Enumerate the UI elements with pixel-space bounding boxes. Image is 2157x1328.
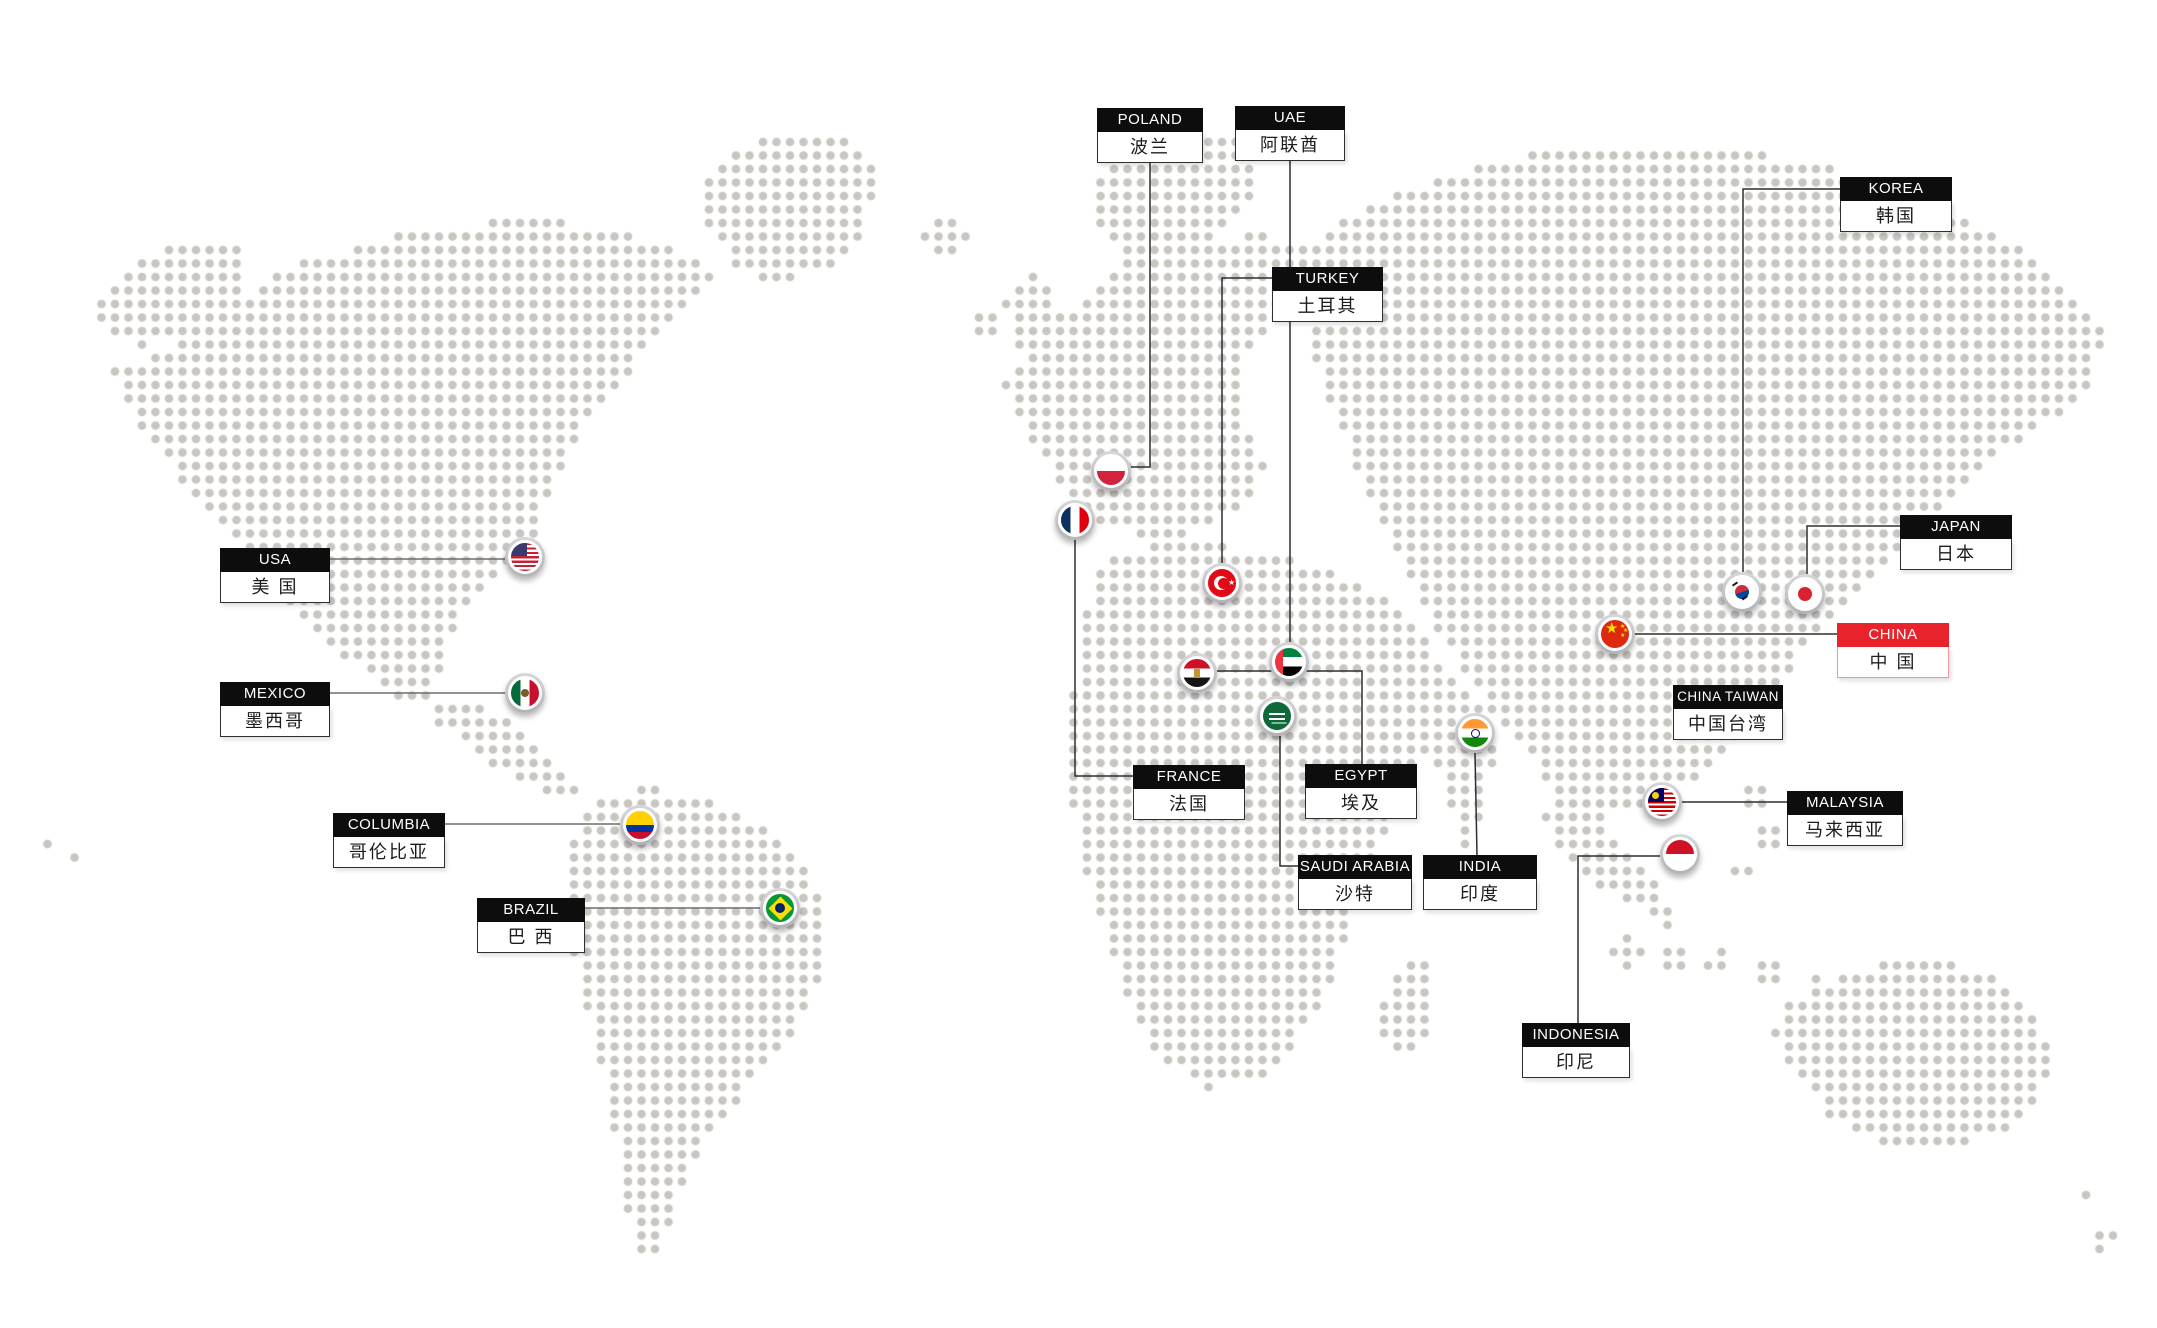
turkey-connector-line <box>1221 277 1272 563</box>
france-flag-icon <box>1058 503 1092 537</box>
columbia-flag-marker <box>620 805 660 845</box>
mexico-label-zh: 墨西哥 <box>220 706 330 737</box>
brazil-label-zh: 巴 西 <box>477 922 585 953</box>
egypt-flag-marker <box>1177 653 1217 693</box>
malaysia-flag-icon <box>1645 785 1679 819</box>
indonesia-label-zh: 印尼 <box>1522 1047 1630 1078</box>
mexico-label-en: MEXICO <box>220 682 330 706</box>
saudi-arabia-flag-marker <box>1257 696 1297 736</box>
brazil-flag-marker <box>760 888 800 928</box>
india-label-zh: 印度 <box>1423 879 1537 910</box>
poland-label-en: POLAND <box>1097 108 1203 132</box>
usa-label-zh: 美 国 <box>220 572 330 603</box>
poland-flag-icon <box>1094 454 1128 488</box>
usa-label: USA 美 国 <box>220 548 330 603</box>
uae-label-en: UAE <box>1235 106 1345 130</box>
japan-flag-marker <box>1785 574 1825 614</box>
egypt-label-en: EGYPT <box>1305 764 1417 788</box>
china-label: CHINA 中 国 <box>1837 623 1949 678</box>
china-label-zh: 中 国 <box>1837 647 1949 678</box>
poland-flag-marker <box>1091 451 1131 491</box>
saudi-arabia-label-zh: 沙特 <box>1298 879 1412 910</box>
china-flag-icon <box>1598 617 1632 651</box>
korea-label: KOREA 韩国 <box>1840 177 1952 232</box>
france-label-en: FRANCE <box>1133 765 1245 789</box>
uae-flag-icon <box>1272 645 1306 679</box>
turkey-star-icon <box>1228 578 1235 588</box>
poland-label: POLAND 波兰 <box>1097 108 1203 163</box>
france-label-zh: 法国 <box>1133 789 1245 820</box>
france-connector-line <box>1074 540 1133 777</box>
usa-flag-marker <box>505 537 545 577</box>
malaysia-label: MALAYSIA 马来西亚 <box>1787 791 1903 846</box>
indonesia-label-en: INDONESIA <box>1522 1023 1630 1047</box>
mexico-flag-icon <box>508 676 542 710</box>
korea-label-en: KOREA <box>1840 177 1952 201</box>
india-connector-line <box>1474 752 1478 856</box>
uae-flag-marker <box>1269 642 1309 682</box>
saudi-arabia-flag-icon <box>1260 699 1294 733</box>
columbia-label: COLUMBIA 哥伦比亚 <box>333 813 445 868</box>
uae-label: UAE 阿联酋 <box>1235 106 1345 161</box>
brazil-label-en: BRAZIL <box>477 898 585 922</box>
korea-flag-icon <box>1725 575 1759 609</box>
turkey-label: TURKEY 土耳其 <box>1272 267 1383 322</box>
mexico-label: MEXICO 墨西哥 <box>220 682 330 737</box>
japan-connector-line <box>1806 525 1900 574</box>
usa-flag-icon <box>508 540 542 574</box>
malaysia-label-zh: 马来西亚 <box>1787 815 1903 846</box>
turkey-label-en: TURKEY <box>1272 267 1383 291</box>
saudi-arabia-label-en: SAUDI ARABIA <box>1298 855 1412 879</box>
columbia-flag-icon <box>623 808 657 842</box>
usa-label-en: USA <box>220 548 330 572</box>
india-label-en: INDIA <box>1423 855 1537 879</box>
poland-label-zh: 波兰 <box>1097 132 1203 163</box>
indonesia-flag-icon <box>1663 837 1697 871</box>
egypt-flag-icon <box>1180 656 1214 690</box>
korea-flag-marker <box>1722 572 1762 612</box>
turkey-flag-marker <box>1202 563 1242 603</box>
poland-connector-line <box>1131 160 1151 468</box>
france-label: FRANCE 法国 <box>1133 765 1245 820</box>
india-flag-marker <box>1455 713 1495 753</box>
brazil-label: BRAZIL 巴 西 <box>477 898 585 953</box>
japan-flag-icon <box>1788 577 1822 611</box>
turkey-label-zh: 土耳其 <box>1272 291 1383 322</box>
indonesia-label: INDONESIA 印尼 <box>1522 1023 1630 1078</box>
china-label-en: CHINA <box>1837 623 1949 647</box>
china-taiwan-label-en: CHINA TAIWAN <box>1673 685 1783 709</box>
indonesia-connector-line <box>1577 855 1660 1023</box>
saudi-arabia-label: SAUDI ARABIA 沙特 <box>1298 855 1412 910</box>
malaysia-label-en: MALAYSIA <box>1787 791 1903 815</box>
saudi-arabia-connector-line <box>1279 736 1298 867</box>
china-taiwan-label-zh: 中国台湾 <box>1673 709 1783 740</box>
egypt-label-zh: 埃及 <box>1305 788 1417 819</box>
japan-label-en: JAPAN <box>1900 515 2012 539</box>
columbia-label-en: COLUMBIA <box>333 813 445 837</box>
malaysia-flag-marker <box>1642 782 1682 822</box>
egypt-label: EGYPT 埃及 <box>1305 764 1417 819</box>
japan-label: JAPAN 日本 <box>1900 515 2012 570</box>
turkey-flag-icon <box>1205 566 1239 600</box>
china-taiwan-label: CHINA TAIWAN 中国台湾 <box>1673 685 1783 740</box>
egypt-connector-line <box>1217 670 1363 764</box>
japan-label-zh: 日本 <box>1900 539 2012 570</box>
uae-label-zh: 阿联酋 <box>1235 130 1345 161</box>
china-flag-marker <box>1595 614 1635 654</box>
brazil-flag-icon <box>763 891 797 925</box>
india-flag-icon <box>1458 716 1492 750</box>
korea-connector-line <box>1742 188 1840 572</box>
france-flag-marker <box>1055 500 1095 540</box>
indonesia-flag-marker <box>1660 834 1700 874</box>
korea-label-zh: 韩国 <box>1840 201 1952 232</box>
columbia-label-zh: 哥伦比亚 <box>333 837 445 868</box>
india-label: INDIA 印度 <box>1423 855 1537 910</box>
mexico-flag-marker <box>505 673 545 713</box>
